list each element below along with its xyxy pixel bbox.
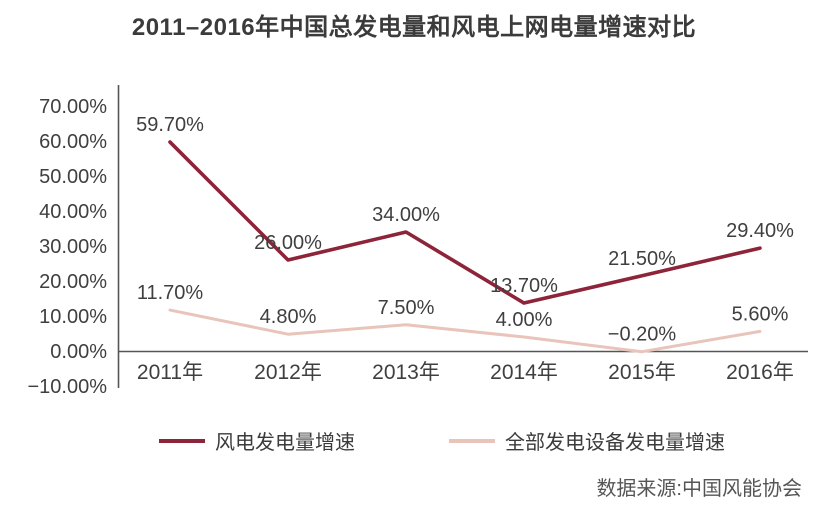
x-axis-tick-label: 2013年	[372, 361, 440, 384]
y-axis-tick-label: 50.00%	[39, 166, 107, 188]
data-source-note: 数据来源:中国风能协会	[596, 478, 802, 500]
x-axis-tick-label: 2011年	[137, 361, 203, 384]
chart-legend: 风电发电量增速 全部发电设备发电量增速	[0, 426, 828, 455]
data-point-label: 7.50%	[378, 297, 435, 319]
data-point-label: 34.00%	[372, 204, 440, 226]
y-axis-tick-label: 10.00%	[39, 306, 107, 328]
legend-label-all: 全部发电设备发电量增速	[505, 432, 725, 454]
legend-line-swatch-wind	[159, 438, 205, 443]
data-point-label: 5.60%	[732, 303, 789, 325]
x-axis-tick-label: 2012年	[254, 361, 322, 384]
y-axis-tick-label: 40.00%	[39, 201, 107, 223]
chart-title: 2011–2016年中国总发电量和风电上网电量增速对比	[131, 14, 697, 41]
data-point-label: 21.50%	[608, 248, 676, 270]
legend-item-all: 全部发电设备发电量增速	[449, 426, 725, 455]
x-axis-tick-label: 2015年	[608, 361, 676, 384]
legend-line-swatch-all	[449, 438, 495, 443]
x-axis-tick-label: 2014年	[490, 361, 558, 384]
y-axis-tick-label: 0.00%	[50, 341, 107, 363]
data-point-label: 4.80%	[260, 306, 317, 328]
series-line-all	[168, 308, 762, 354]
data-point-label: 29.40%	[726, 220, 794, 242]
y-axis-tick-label: 60.00%	[39, 131, 107, 153]
series-line-wind	[168, 140, 762, 305]
data-point-label: 11.70%	[137, 282, 204, 304]
legend-label-wind: 风电发电量增速	[215, 432, 355, 454]
y-axis-tick-label: 20.00%	[39, 271, 107, 293]
y-axis-tick-label: 70.00%	[39, 96, 107, 118]
data-point-label: −0.20%	[608, 324, 677, 346]
data-point-label: 13.70%	[490, 275, 558, 297]
y-axis-tick-label: −10.00%	[27, 376, 107, 398]
data-point-label: 26.00%	[254, 232, 322, 254]
y-axis-tick-label: 30.00%	[39, 236, 107, 258]
x-axis-tick-label: 2016年	[726, 361, 794, 384]
data-point-label: 59.70%	[136, 114, 204, 136]
data-point-label: 4.00%	[496, 309, 553, 331]
legend-item-wind: 风电发电量增速	[159, 426, 355, 455]
